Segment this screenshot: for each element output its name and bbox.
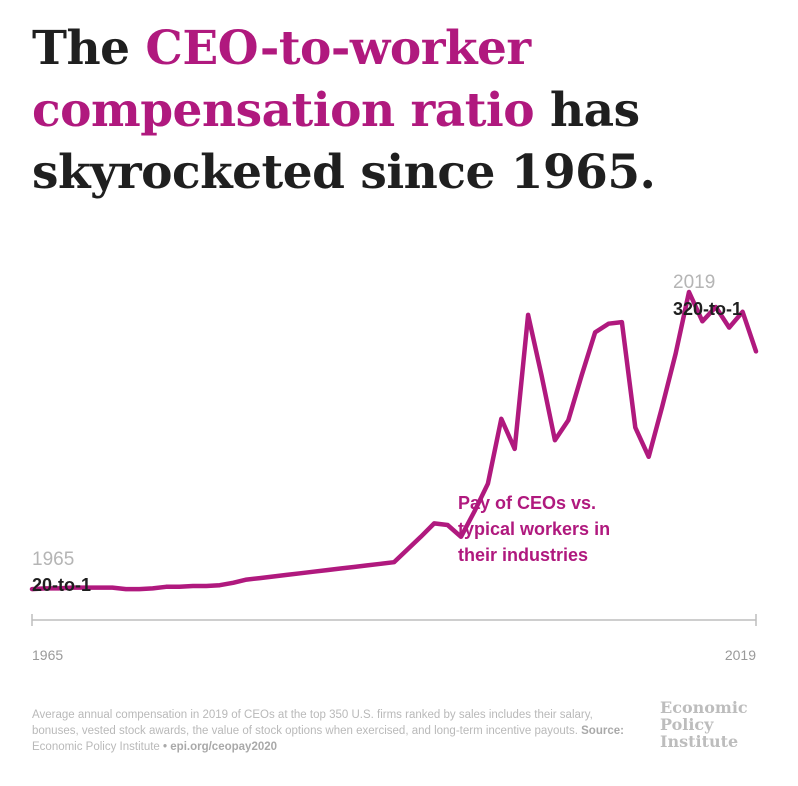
series-label-line-1: Pay of CEOs vs. bbox=[458, 493, 596, 513]
start-ratio-label: 20-to-1 bbox=[32, 575, 91, 595]
footnote-text: Average annual compensation in 2019 of C… bbox=[32, 709, 593, 737]
headline-part1: The bbox=[32, 21, 146, 76]
logo-line-3: Institute bbox=[660, 732, 739, 751]
footnote-link[interactable]: epi.org/ceopay2020 bbox=[170, 741, 278, 753]
series-label: Pay of CEOs vs. typical workers in their… bbox=[458, 493, 615, 565]
series-label-line-3: their industries bbox=[458, 545, 588, 565]
headline-highlight1: CEO-to-worker bbox=[145, 21, 531, 76]
footnote-source: Economic Policy Institute bbox=[32, 741, 160, 753]
series-label-line-2: typical workers in bbox=[458, 519, 610, 539]
x-tick-label-end: 2019 bbox=[725, 647, 756, 663]
series-line-ceo-ratio bbox=[29, 289, 759, 592]
x-tick-label-start: 1965 bbox=[32, 647, 63, 663]
epi-logo: Economic Policy Institute bbox=[660, 699, 780, 750]
logo-line-2: Policy bbox=[660, 715, 714, 734]
headline-part3: skyrocketed since 1965. bbox=[32, 145, 656, 200]
headline-part2: has bbox=[534, 83, 640, 138]
end-year-label: 2019 bbox=[673, 272, 715, 293]
headline: The CEO-to-worker compensation ratio has… bbox=[32, 18, 772, 204]
footnote-separator: • bbox=[163, 741, 168, 753]
start-year-label: 1965 bbox=[32, 549, 74, 570]
headline-highlight2: compensation ratio bbox=[32, 83, 535, 138]
footnote: Average annual compensation in 2019 of C… bbox=[32, 707, 642, 755]
ceo-worker-ratio-chart: 1965 2019 1965 20-to-1 2019 320-to-1 Pay… bbox=[29, 272, 759, 663]
footnote-source-label: Source: bbox=[581, 725, 624, 737]
logo-line-1: Economic bbox=[660, 698, 748, 717]
end-ratio-label: 320-to-1 bbox=[673, 299, 742, 319]
